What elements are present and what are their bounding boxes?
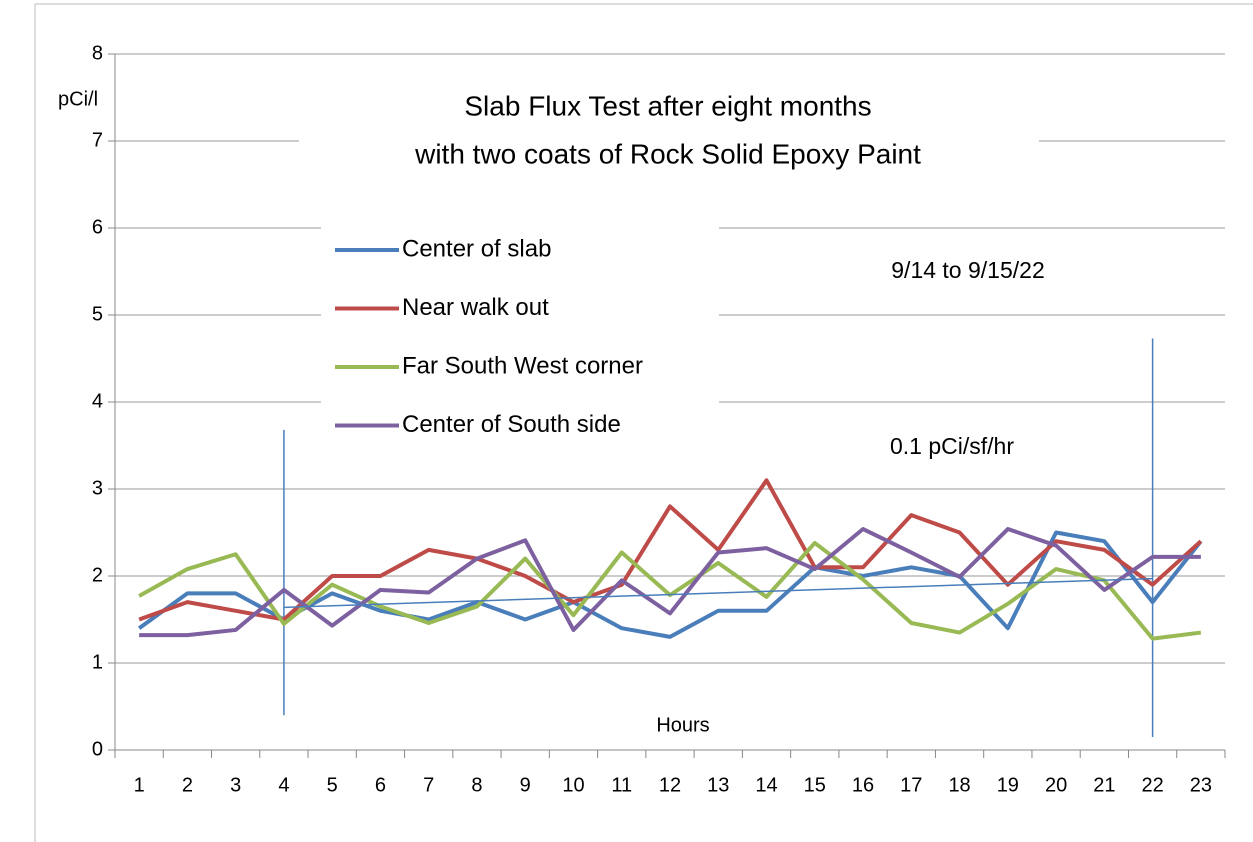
series-line (137, 530, 1203, 639)
x-tick-label: 13 (707, 774, 729, 796)
x-tick-label: 2 (182, 774, 193, 796)
y-tick-label: 1 (92, 651, 103, 673)
y-tick-label: 0 (92, 738, 103, 760)
x-tick-label: 20 (1045, 774, 1067, 796)
x-tick-label: 11 (611, 774, 632, 796)
annotation: 9/14 to 9/15/22 (891, 257, 1044, 283)
series-line (139, 527, 1201, 638)
x-tick-label: 14 (755, 774, 777, 796)
legend-box (321, 205, 719, 455)
x-tick-label: 4 (278, 774, 289, 796)
chart-title: with two coats of Rock Solid Epoxy Paint (414, 138, 921, 169)
x-tick-label: 9 (520, 774, 531, 796)
y-tick-label: 3 (92, 477, 103, 499)
x-tick-label: 1 (134, 774, 145, 796)
legend-label: Far South West corner (402, 352, 643, 379)
y-tick-label: 2 (92, 564, 103, 586)
x-tick-label: 16 (852, 774, 874, 796)
annotation: 0.1 pCi/sf/hr (890, 433, 1014, 459)
x-tick-label: 22 (1141, 774, 1163, 796)
series-line (138, 478, 1203, 622)
y-tick-label: 7 (92, 129, 103, 151)
plot (137, 338, 1203, 737)
legend-label: Near walk out (402, 294, 549, 321)
x-tick-label: 10 (562, 774, 584, 796)
trendline (283, 577, 1153, 609)
x-tick-label: 19 (997, 774, 1019, 796)
legend-label: Center of South side (402, 411, 621, 438)
chart-title: Slab Flux Test after eight months (464, 90, 871, 121)
x-tick-label: 7 (423, 774, 434, 796)
x-tick-label: 21 (1093, 774, 1115, 796)
title-box (299, 80, 1039, 180)
x-tick-label: 12 (659, 774, 681, 796)
y-tick-label: 6 (92, 216, 103, 238)
y-tick-label: 4 (92, 390, 103, 412)
legend-label: Center of slab (402, 235, 551, 262)
x-tick-label: 23 (1190, 774, 1212, 796)
x-axis-label: Hours (656, 714, 709, 736)
y-tick-label: 8 (92, 42, 103, 64)
x-tick-label: 8 (471, 774, 482, 796)
x-tick-label: 17 (900, 774, 922, 796)
y-tick-label: 5 (92, 303, 103, 325)
y-axis-label: pCi/l (58, 88, 98, 110)
x-tick-label: 5 (327, 774, 338, 796)
x-tick-label: 18 (948, 774, 970, 796)
x-tick-label: 3 (230, 774, 241, 796)
x-tick-label: 15 (804, 774, 826, 796)
x-tick-label: 6 (375, 774, 386, 796)
